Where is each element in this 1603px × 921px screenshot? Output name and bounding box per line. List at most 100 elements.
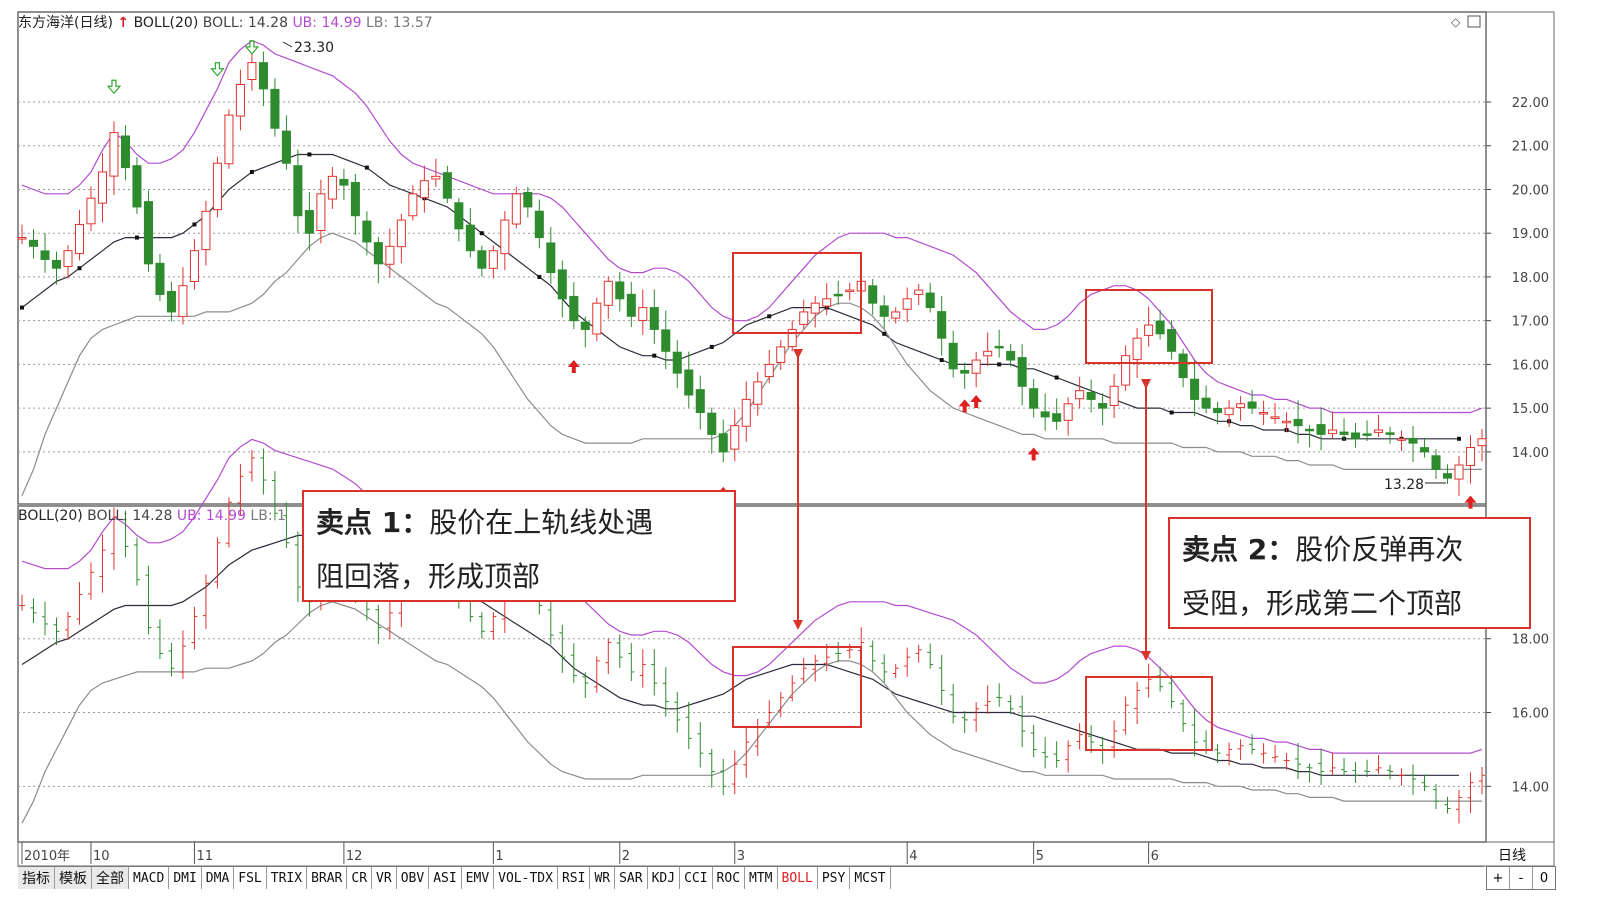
candle-body: [1017, 357, 1027, 387]
tab-dma[interactable]: DMA: [202, 867, 235, 889]
candle-body: [1362, 433, 1372, 436]
tab-rsi[interactable]: RSI: [558, 867, 591, 889]
candle-body: [500, 219, 510, 255]
time-tick-label: 3: [737, 849, 745, 864]
tab-obv[interactable]: OBV: [397, 867, 430, 889]
candle-body: [1293, 418, 1303, 427]
lb-line: [21, 232, 1482, 496]
candle-body: [132, 165, 142, 208]
tab-全部[interactable]: 全部: [92, 867, 129, 889]
candle-body: [1236, 403, 1246, 408]
candle-body: [511, 193, 521, 225]
buy-signal-arrow-icon: [1027, 447, 1040, 461]
candle-body: [753, 381, 763, 405]
zoom-out-button[interactable]: -: [1510, 867, 1533, 889]
upper-boll-bands: [20, 40, 1483, 496]
candle-body: [718, 433, 728, 453]
signal-arrows: [106, 40, 1477, 509]
tab-sar[interactable]: SAR: [615, 867, 648, 889]
annotation-sell-point-1: 卖点 1：股价在上轨线处遇 阻回落，形成顶部: [302, 490, 736, 602]
tab-macd[interactable]: MACD: [129, 867, 170, 889]
tab-asi[interactable]: ASI: [429, 867, 462, 889]
candle-body: [1190, 378, 1200, 400]
tab-vol-tdx[interactable]: VOL-TDX: [494, 867, 558, 889]
candle-body: [914, 289, 924, 295]
tab-boll[interactable]: BOLL: [778, 867, 818, 889]
candle-body: [270, 88, 280, 129]
candle-body: [201, 210, 211, 251]
candle-body: [626, 293, 636, 317]
candle-body: [1270, 416, 1280, 419]
high-price-label: 23.30: [294, 40, 334, 56]
candle-body: [350, 181, 360, 217]
tab-cci[interactable]: CCI: [680, 867, 713, 889]
tab-emv[interactable]: EMV: [462, 867, 495, 889]
sell-signal-arrow-icon: [210, 62, 225, 77]
candle-body: [1098, 403, 1108, 409]
mid-line-marker: [134, 235, 139, 240]
candle-body: [155, 262, 165, 295]
lower-lb-value: LB: 1: [250, 508, 286, 524]
candle-body: [1465, 447, 1476, 466]
zoom-reset-button[interactable]: 0: [1539, 870, 1549, 886]
candle-body: [477, 250, 487, 269]
lower-candles: [19, 448, 1485, 824]
candle-body: [28, 239, 39, 247]
tab-cr[interactable]: CR: [347, 867, 373, 889]
ub-value: UB: 14.99: [292, 15, 362, 31]
candle-body: [1167, 329, 1177, 352]
tab-mtm[interactable]: MTM: [745, 867, 778, 889]
candle-body: [603, 280, 613, 306]
annotation-1-line-2: 阻回落，形成顶部: [316, 560, 541, 593]
candle-body: [1247, 401, 1257, 409]
candle-body: [396, 219, 406, 248]
candle-body: [235, 83, 245, 117]
sell-signal-arrow-icon: [106, 79, 122, 95]
ub-line: [21, 438, 1483, 754]
price-tick-label: 16.00: [1512, 707, 1549, 722]
tab-brar[interactable]: BRAR: [307, 867, 348, 889]
candle-body: [1408, 437, 1418, 444]
tab-wr[interactable]: WR: [590, 867, 616, 889]
time-axis-labels: 2010年 10 11 12 1 2 3 4 5 6: [21, 842, 1159, 864]
candle-body: [1328, 429, 1338, 435]
candle-body: [1282, 420, 1292, 424]
tab-psy[interactable]: PSY: [818, 867, 851, 889]
candle-body: [1213, 408, 1223, 414]
lower-boll-label: BOLL(20): [18, 508, 83, 524]
candle-body: [1121, 355, 1131, 386]
candle-body: [327, 175, 337, 200]
candle-body: [534, 210, 544, 239]
buy-signal-arrow-icon: [958, 399, 971, 413]
candle-body: [224, 114, 234, 165]
candle-body: [1442, 473, 1453, 479]
tab-dmi[interactable]: DMI: [169, 867, 202, 889]
low-price-label: 13.28: [1384, 477, 1424, 493]
candle-body: [74, 223, 85, 255]
candle-body: [845, 289, 855, 293]
candle-body: [51, 259, 62, 269]
tab-roc[interactable]: ROC: [713, 867, 746, 889]
candle-body: [1316, 424, 1326, 435]
tab-mcst[interactable]: MCST: [850, 867, 891, 889]
candle-body: [1178, 353, 1188, 379]
tab-trix[interactable]: TRIX: [267, 867, 308, 889]
candle-body: [454, 202, 464, 230]
candle-body: [948, 342, 958, 370]
tab-vr[interactable]: VR: [372, 867, 397, 889]
candle-body: [419, 180, 429, 199]
lower-boll-value: BOLL: 14.28: [87, 508, 173, 524]
candle-body: [879, 305, 889, 317]
zoom-in-button[interactable]: +: [1487, 867, 1510, 889]
candle-body: [764, 363, 774, 378]
tab-模板[interactable]: 模板: [55, 867, 92, 889]
candle-body: [189, 250, 199, 282]
diamond-icon[interactable]: ◇: [1451, 15, 1461, 29]
tab-kdj[interactable]: KDJ: [648, 867, 681, 889]
period-label[interactable]: 日线: [1498, 848, 1526, 864]
window-icon[interactable]: [1467, 15, 1481, 28]
mid-line-marker: [767, 314, 772, 319]
tab-指标[interactable]: 指标: [18, 867, 55, 889]
tab-fsl[interactable]: FSL: [234, 867, 267, 889]
lb-line: [21, 601, 1482, 824]
